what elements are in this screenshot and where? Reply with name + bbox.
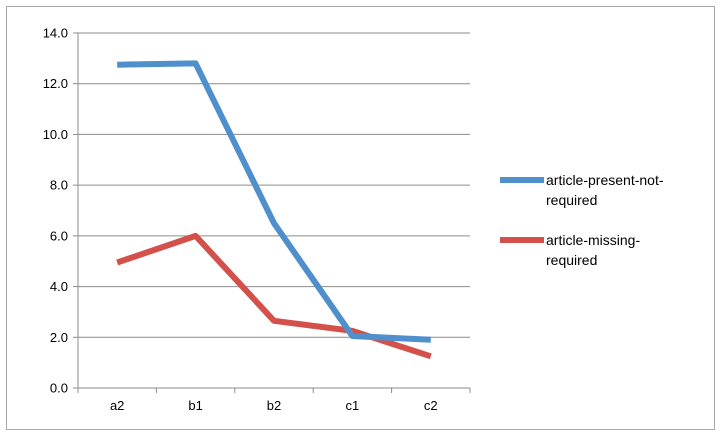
y-tick-label: 10.0 xyxy=(43,127,68,142)
legend-label: required xyxy=(546,252,597,268)
x-tick-label: c1 xyxy=(346,398,360,413)
x-tick-label: b1 xyxy=(188,398,202,413)
chart-frame xyxy=(6,6,715,430)
gridlines xyxy=(78,32,470,389)
x-tick-label: b2 xyxy=(267,398,281,413)
x-axis: a2 b1 b2 c1 c2 xyxy=(77,387,471,413)
series-line-0 xyxy=(117,60,431,343)
y-tick-label: 6.0 xyxy=(50,228,68,243)
y-tick-label: 2.0 xyxy=(50,330,68,345)
legend-label: article-present-not- xyxy=(546,172,664,188)
y-tick-label: 8.0 xyxy=(50,178,68,193)
x-tick-label: a2 xyxy=(110,398,124,413)
y-tick-label: 12.0 xyxy=(43,76,68,91)
legend-label: article-missing- xyxy=(546,232,640,248)
y-tick-label: 0.0 xyxy=(50,381,68,396)
x-tick-label: c2 xyxy=(424,398,438,413)
y-axis-ticks: 0.0 2.0 4.0 6.0 8.0 10.0 12.0 14.0 xyxy=(43,26,79,396)
y-tick-label: 4.0 xyxy=(50,279,68,294)
legend-label: required xyxy=(546,192,597,208)
series-lines xyxy=(116,60,432,360)
y-tick-label: 14.0 xyxy=(43,26,68,41)
legend: article-present-not-required article-miss… xyxy=(500,172,664,268)
